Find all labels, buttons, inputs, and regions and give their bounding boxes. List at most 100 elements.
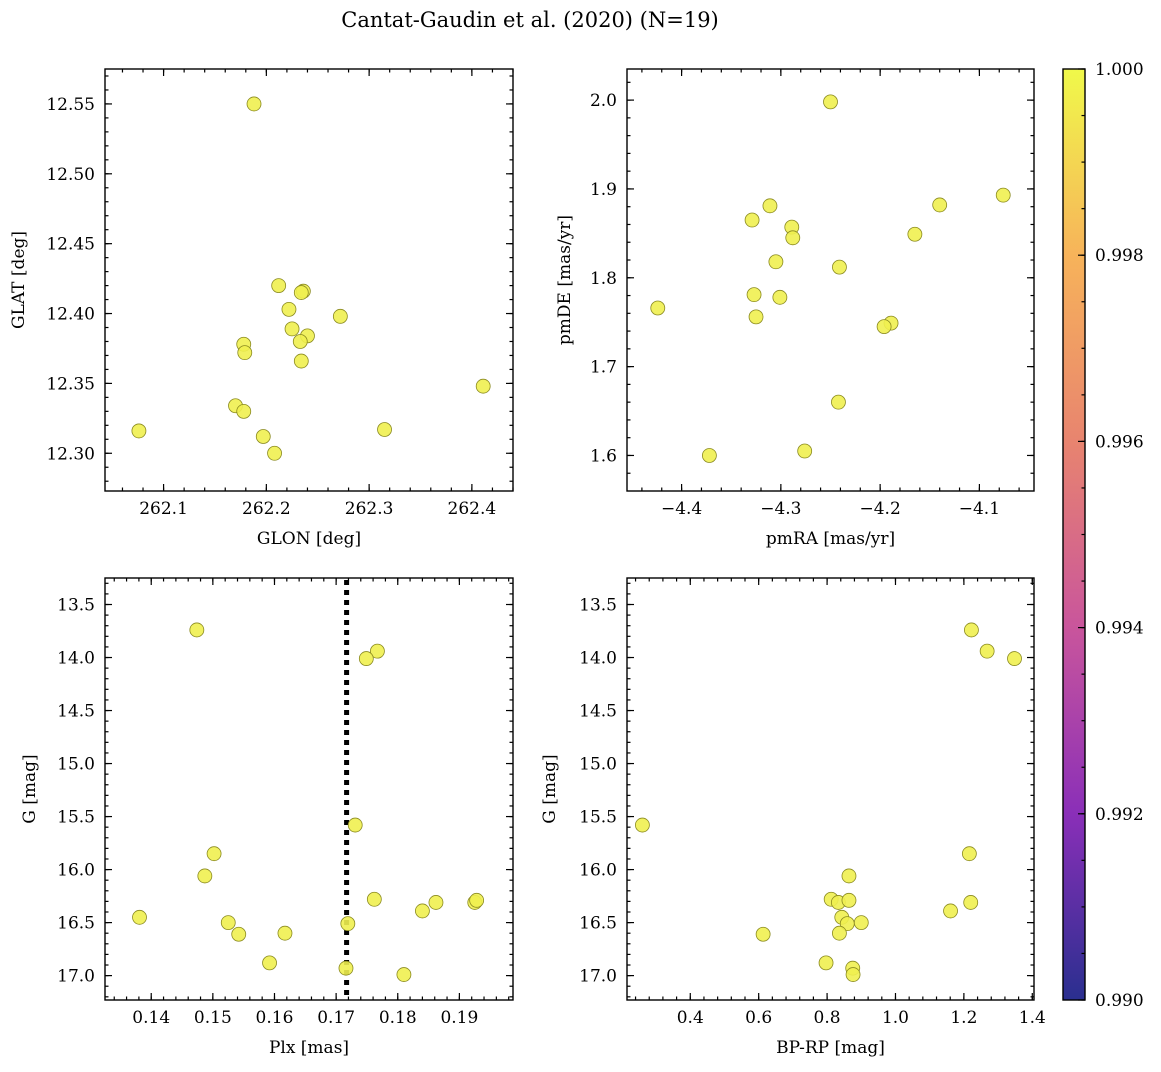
y-tick-label: 15.5 [57, 808, 95, 828]
y-tick-label: 16.0 [579, 861, 617, 881]
data-point [744, 212, 760, 228]
y-tick-label: 14.5 [57, 702, 95, 722]
data-point [231, 926, 247, 942]
y-tick-label: 14.5 [579, 702, 617, 722]
data-point [415, 903, 430, 919]
scatter-panel-3: 0.14 0.15 0.16 0.17 0.18 0.19 13.5 14.0 14.5 15.0… [20, 577, 514, 1058]
y-tick-label: 1.9 [590, 180, 617, 200]
data-point [964, 622, 979, 638]
data-point [841, 868, 857, 884]
data-point [979, 643, 995, 659]
y-tick-label: 12.55 [46, 95, 95, 115]
x-axis-label: GLON [deg] [257, 529, 361, 549]
data-point [785, 230, 801, 246]
y-tick-label: 16.0 [57, 861, 95, 881]
scatter-panel-1: 262.1 262.2 262.3 262.4 12.30 12.35 12.40 12.45… [9, 68, 514, 549]
y-tick-label: 12.30 [46, 444, 95, 464]
y-tick-label: 12.50 [46, 165, 95, 185]
data-point [370, 643, 385, 659]
data-point [377, 422, 392, 437]
data-point [876, 319, 892, 335]
y-tick-label: 17.0 [579, 967, 617, 987]
data-point [831, 394, 846, 410]
x-tick-label: 0.6 [745, 1008, 772, 1028]
data-point [206, 846, 222, 862]
x-tick-label: 0.16 [256, 1008, 294, 1028]
data-point [932, 197, 948, 213]
data-point [650, 300, 666, 316]
x-tick-label: 0.18 [379, 1008, 417, 1028]
plot-frame [104, 68, 514, 492]
plot-frame [104, 577, 514, 1001]
colorbar-tick-label: 0.998 [1095, 246, 1144, 266]
x-axis-label: Plx [mas] [269, 1038, 349, 1058]
data-point [236, 403, 252, 419]
x-tick-label: −4.2 [859, 499, 900, 519]
y-tick-label: 12.40 [46, 305, 95, 325]
data-point [797, 443, 813, 459]
colorbar: 0.990 0.992 0.994 0.996 0.998 1.000 [1062, 60, 1144, 1011]
data-point [1007, 651, 1022, 666]
y-tick-label: 13.5 [57, 596, 95, 616]
data-point [428, 895, 444, 910]
data-point [340, 916, 356, 932]
data-point [197, 868, 213, 884]
x-tick-label: 262.3 [345, 499, 394, 519]
data-point [262, 955, 277, 971]
data-point [961, 846, 977, 862]
data-point [131, 423, 147, 439]
data-point [907, 226, 923, 242]
data-point [281, 301, 297, 317]
data-point [845, 967, 861, 982]
scatter-panel-4: 0.4 0.6 0.8 1.0 1.2 1.4 13.5 14.0 14.5 15.0 15.5 16… [540, 577, 1046, 1058]
x-tick-label: 0.19 [440, 1008, 478, 1028]
x-tick-label: 1.0 [882, 1008, 909, 1028]
y-tick-label: 15.5 [579, 808, 617, 828]
x-tick-label: 0.4 [677, 1008, 704, 1028]
data-point [284, 321, 300, 337]
data-point [255, 429, 271, 444]
plot-frame [626, 577, 1035, 1001]
y-tick-label: 17.0 [57, 967, 95, 987]
scatter-panel-2: −4.4 −4.3 −4.2 −4.1 1.6 1.7 1.8 1.9 2.0 pmRA [mas… [555, 68, 1035, 549]
data-point [396, 967, 412, 982]
y-tick-label: 16.5 [579, 914, 617, 934]
data-point [841, 892, 857, 908]
colorbar-tick-label: 0.994 [1095, 619, 1144, 639]
x-tick-label: 1.2 [950, 1008, 977, 1028]
y-tick-label: 2.0 [590, 91, 617, 111]
x-axis-label: BP-RP [mag] [776, 1038, 885, 1058]
x-tick-label: 262.1 [139, 499, 188, 519]
data-point [292, 334, 308, 349]
x-tick-label: 262.4 [448, 499, 497, 519]
data-point [246, 96, 262, 112]
y-tick-label: 16.5 [57, 914, 95, 934]
x-axis-label: pmRA [mas/yr] [766, 529, 895, 549]
data-point [746, 287, 762, 303]
data-point [748, 309, 764, 325]
data-point [634, 817, 650, 833]
y-axis-label: G [mag] [540, 754, 560, 823]
data-point [818, 955, 834, 971]
x-tick-label: −4.4 [661, 499, 702, 519]
data-point [943, 903, 958, 919]
colorbar-tick-label: 0.990 [1095, 991, 1144, 1011]
data-point [831, 925, 847, 941]
data-point [132, 909, 147, 925]
colorbar-gradient [1063, 69, 1085, 1000]
data-point [277, 925, 293, 941]
data-point [332, 308, 348, 324]
y-tick-label: 15.0 [579, 755, 617, 775]
x-tick-label: 0.8 [814, 1008, 841, 1028]
data-point [832, 259, 847, 275]
x-tick-label: 1.4 [1019, 1008, 1046, 1028]
data-point [189, 622, 205, 638]
data-point [358, 651, 374, 666]
data-point [762, 198, 778, 214]
data-point [755, 926, 771, 942]
data-point [853, 915, 869, 930]
data-point [701, 448, 717, 463]
y-tick-label: 15.0 [57, 755, 95, 775]
y-axis-label: GLAT [deg] [9, 231, 29, 329]
